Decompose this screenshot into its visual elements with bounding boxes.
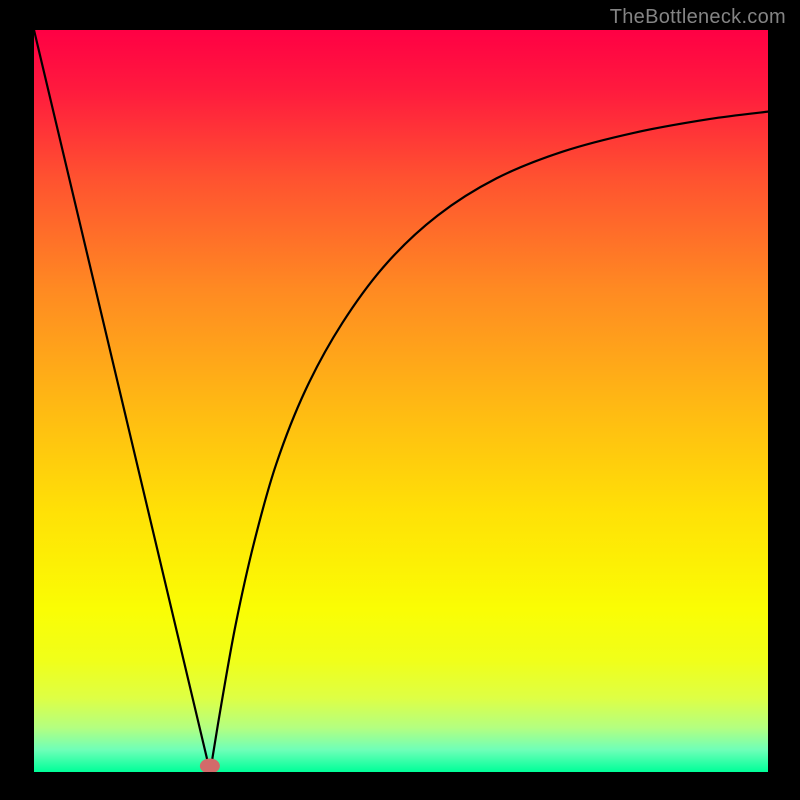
curve-right-branch — [210, 112, 768, 772]
plot-frame — [34, 30, 768, 772]
plot-area — [34, 30, 768, 772]
optimum-marker — [200, 759, 220, 772]
watermark-text: TheBottleneck.com — [610, 6, 786, 29]
bottleneck-curve — [34, 30, 768, 772]
curve-left-branch — [34, 30, 210, 772]
